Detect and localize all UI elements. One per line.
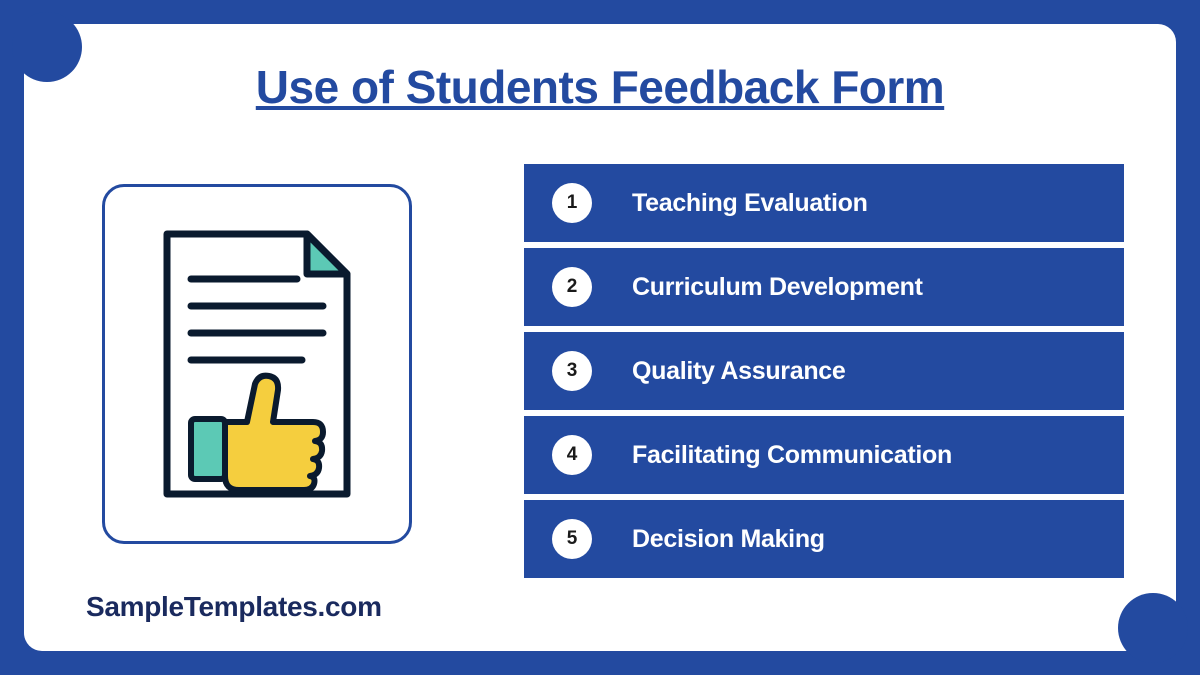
- list-item-label: Facilitating Communication: [632, 441, 952, 470]
- uses-list: 1 Teaching Evaluation 2 Curriculum Devel…: [524, 164, 1124, 584]
- list-item: 2 Curriculum Development: [524, 248, 1124, 326]
- corner-notch-bottom-right: [1118, 593, 1188, 663]
- document-thumbs-up-icon: [147, 224, 367, 504]
- list-item-label: Decision Making: [632, 525, 825, 554]
- list-item: 4 Facilitating Communication: [524, 416, 1124, 494]
- list-item: 1 Teaching Evaluation: [524, 164, 1124, 242]
- outer-frame: Use of Students Feedback Form 1: [0, 0, 1200, 675]
- illustration-card: [102, 184, 412, 544]
- list-item-label: Teaching Evaluation: [632, 189, 868, 218]
- list-item: 5 Decision Making: [524, 500, 1124, 578]
- page-title: Use of Students Feedback Form: [24, 60, 1176, 114]
- list-item-label: Quality Assurance: [632, 357, 846, 386]
- list-item-number: 4: [552, 435, 592, 475]
- list-item-number: 1: [552, 183, 592, 223]
- list-item-number: 5: [552, 519, 592, 559]
- list-item-number: 3: [552, 351, 592, 391]
- footer-brand: SampleTemplates.com: [86, 591, 382, 623]
- content-panel: Use of Students Feedback Form 1: [24, 24, 1176, 651]
- list-item: 3 Quality Assurance: [524, 332, 1124, 410]
- list-item-label: Curriculum Development: [632, 273, 923, 302]
- list-item-number: 2: [552, 267, 592, 307]
